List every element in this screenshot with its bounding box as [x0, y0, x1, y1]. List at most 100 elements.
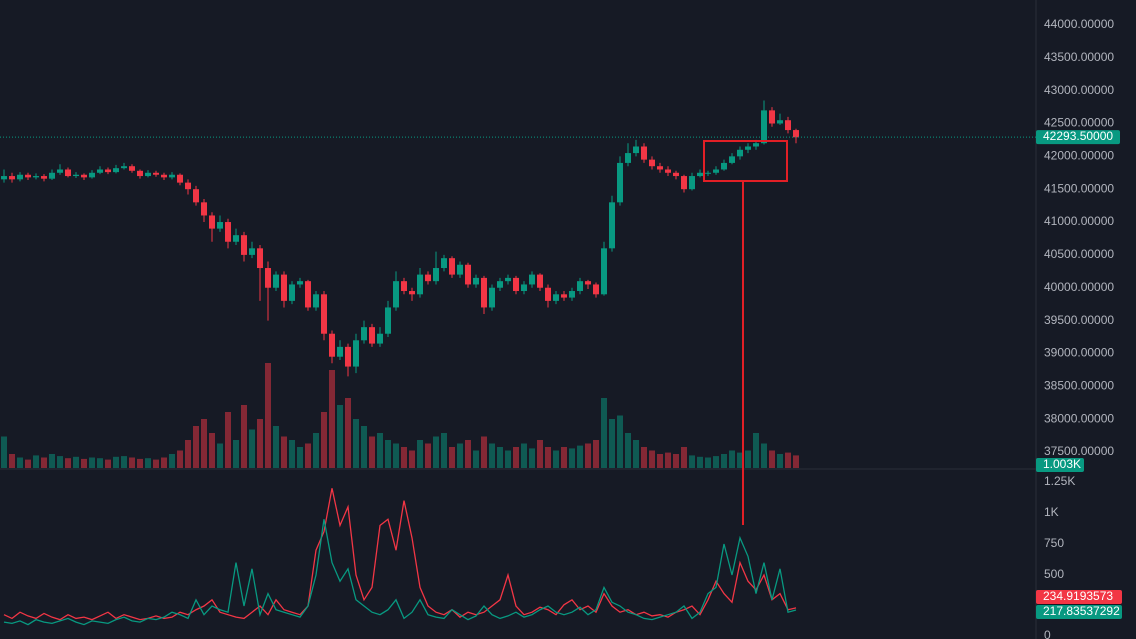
volume-bar: [81, 458, 87, 468]
candle-body: [601, 248, 607, 295]
volume-bar: [737, 452, 743, 468]
y2-tick-label: 1.25K: [1044, 474, 1075, 488]
candle-body: [385, 307, 391, 334]
candle-body: [473, 277, 479, 285]
candle-body: [417, 274, 423, 295]
candle-body: [265, 268, 271, 288]
volume-bar: [705, 457, 711, 468]
price-tag: [1036, 605, 1122, 619]
volume-bar: [401, 447, 407, 468]
volume-bar: [17, 457, 23, 468]
volume-bar: [505, 450, 511, 468]
candle-body: [9, 176, 15, 180]
volume-bar: [273, 426, 279, 468]
candle-body: [313, 294, 319, 308]
annotation-box: [703, 140, 788, 182]
volume-bar: [601, 398, 607, 468]
volume-bar: [377, 433, 383, 468]
candle-body: [497, 281, 503, 288]
candle-body: [561, 294, 567, 298]
volume-bar: [105, 459, 111, 468]
candle-body: [25, 174, 31, 178]
volume-bar: [369, 436, 375, 468]
volume-bar: [649, 450, 655, 468]
candle-body: [633, 146, 639, 154]
volume-bar: [41, 457, 47, 468]
candle-body: [553, 294, 559, 301]
candle-body: [785, 120, 791, 131]
volume-bar: [217, 443, 223, 468]
price-tag-label: 42293.50000: [1043, 129, 1113, 143]
candle-body: [409, 291, 415, 295]
volume-bar: [793, 455, 799, 468]
candle-body: [137, 170, 143, 177]
candle-body: [337, 346, 343, 357]
indicator-line: [3, 519, 797, 626]
volume-bar: [297, 447, 303, 468]
volume-bar: [769, 450, 775, 468]
volume-bar: [457, 443, 463, 468]
y-tick-label: 39000.00000: [1044, 346, 1114, 360]
candle-body: [673, 172, 679, 177]
price-tag-label: 234.9193573: [1043, 589, 1113, 603]
candle-body: [225, 222, 231, 242]
y2-tick-label: 750: [1044, 536, 1064, 550]
candle-body: [593, 284, 599, 295]
volume-bar: [585, 443, 591, 468]
volume-bar: [561, 447, 567, 468]
candle-body: [249, 248, 255, 255]
candle-body: [89, 172, 95, 178]
y-tick-label: 37500.00000: [1044, 444, 1114, 458]
volume-bar: [185, 440, 191, 468]
volume-bar: [265, 363, 271, 468]
volume-bar: [89, 457, 95, 468]
volume-bar: [241, 405, 247, 468]
candle-body: [121, 166, 127, 169]
volume-bar: [441, 433, 447, 468]
volume-bar: [545, 447, 551, 468]
volume-bar: [361, 426, 367, 468]
y-tick-label: 42000.00000: [1044, 149, 1114, 163]
volume-bar: [729, 450, 735, 468]
volume-bar: [577, 445, 583, 468]
volume-bar: [177, 450, 183, 468]
volume-bar: [785, 452, 791, 468]
candle-body: [241, 235, 247, 255]
candle-body: [465, 264, 471, 285]
price-tag-label: 1.003K: [1043, 457, 1081, 471]
candle-body: [569, 291, 575, 298]
y-tick-label: 39500.00000: [1044, 313, 1114, 327]
volume-bar: [33, 455, 39, 468]
candle-body: [177, 174, 183, 183]
volume-bar: [657, 454, 663, 468]
volume-bar: [641, 447, 647, 468]
candle-body: [129, 166, 135, 171]
volume-bar: [617, 415, 623, 468]
volume-bar: [489, 443, 495, 468]
candle-body: [81, 174, 87, 178]
volume-bar: [313, 433, 319, 468]
y2-tick-label: 1K: [1044, 505, 1059, 519]
volume-bar: [145, 458, 151, 468]
volume-bar: [569, 448, 575, 468]
volume-bar: [593, 440, 599, 468]
candle-body: [505, 277, 511, 282]
candle-body: [481, 277, 487, 308]
candle-body: [361, 327, 367, 341]
candle-body: [201, 202, 207, 216]
candle-body: [161, 174, 167, 178]
volume-bar: [201, 419, 207, 468]
volume-bar: [209, 433, 215, 468]
volume-bar: [417, 440, 423, 468]
candle-body: [761, 110, 767, 144]
volume-bar: [449, 447, 455, 468]
plot: [0, 100, 1036, 626]
y-tick-label: 43000.00000: [1044, 83, 1114, 97]
candle-body: [697, 172, 703, 177]
volume-bar: [193, 426, 199, 468]
y2-tick-label: 500: [1044, 567, 1064, 581]
volume-bar: [721, 454, 727, 468]
volume-bar: [497, 447, 503, 468]
